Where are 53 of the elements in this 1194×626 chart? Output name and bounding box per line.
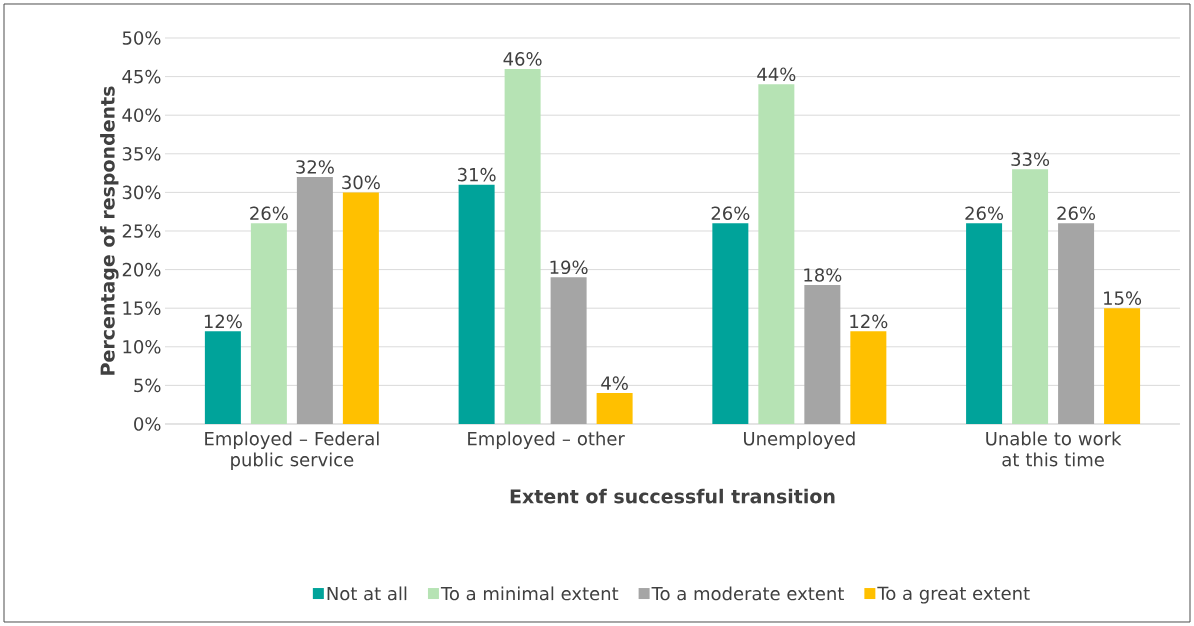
x-tick-label: Employed – other	[468, 431, 625, 449]
y-tick-label: 0%	[134, 417, 161, 431]
data-label: 15%	[1104, 291, 1142, 305]
bar	[596, 393, 633, 424]
bar	[758, 84, 795, 424]
bar	[1058, 223, 1095, 424]
legend-label: To a minimal extent	[440, 586, 619, 601]
x-tick-label: Unemployed	[744, 431, 855, 449]
bar	[250, 223, 287, 424]
data-label: 33%	[1011, 152, 1050, 167]
data-label: 26%	[250, 206, 288, 221]
y-tick-label: 50%	[122, 31, 161, 45]
bar	[504, 68, 541, 424]
y-tick-label: 20%	[122, 262, 161, 277]
x-tick-label: Employed – Federal public service	[205, 431, 379, 470]
y-tick-label: 30%	[122, 185, 161, 200]
x-tick-label: Unable to work at this time	[986, 431, 1122, 467]
data-label: 18%	[804, 268, 842, 282]
data-label: 46%	[503, 52, 542, 66]
bar	[296, 176, 333, 424]
data-label: 31%	[457, 167, 496, 182]
bar	[1012, 169, 1049, 424]
y-tick-label: 40%	[122, 108, 161, 122]
y-tick-label: 5%	[134, 378, 161, 393]
bar	[804, 285, 841, 424]
data-label: 32%	[296, 160, 334, 174]
data-label: 30%	[342, 175, 380, 190]
data-label: 44%	[757, 67, 796, 82]
y-tick-label: 25%	[122, 224, 161, 238]
bar	[1104, 308, 1141, 424]
data-label: 4%	[601, 376, 628, 390]
legend-label: To a moderate extent	[651, 586, 844, 601]
data-label: 26%	[1057, 206, 1096, 221]
data-label: 19%	[550, 260, 588, 275]
bar	[342, 192, 379, 424]
legend-label: Not at all	[327, 586, 407, 601]
x-axis-title: Extent of successful transition	[510, 488, 835, 504]
bar	[550, 277, 587, 424]
bar	[712, 223, 749, 424]
y-tick-label: 45%	[122, 69, 161, 84]
y-tick-label: 35%	[122, 146, 161, 161]
bar	[458, 184, 495, 424]
data-label: 12%	[204, 314, 242, 329]
bar	[850, 331, 887, 424]
y-axis-title: Percentage of respondents	[100, 86, 119, 375]
legend-label: To a great extent	[877, 586, 1030, 604]
data-label: 26%	[965, 206, 1004, 221]
data-label: 12%	[850, 314, 888, 329]
y-tick-label: 10%	[123, 339, 161, 354]
bar	[966, 223, 1003, 424]
y-tick-label: 15%	[123, 301, 161, 315]
bar	[204, 331, 241, 424]
data-label: 26%	[711, 206, 750, 221]
